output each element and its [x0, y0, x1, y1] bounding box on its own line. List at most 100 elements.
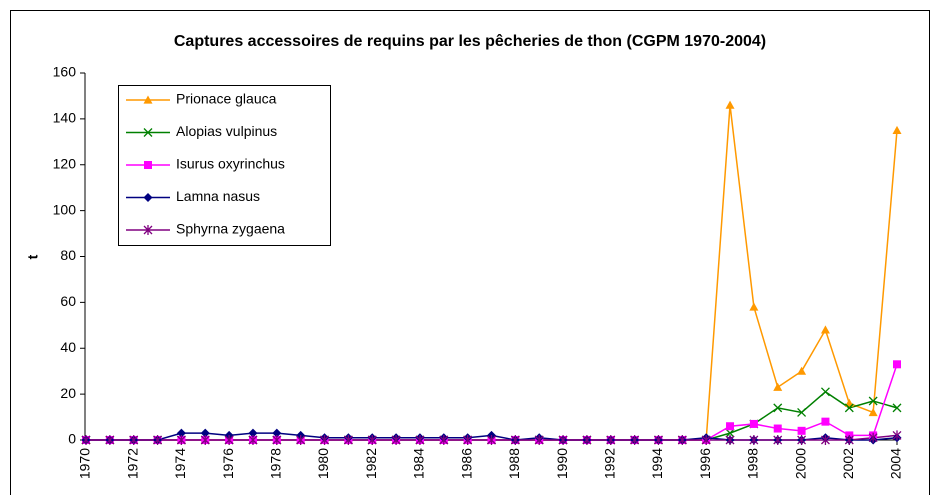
x-tick-label: 1998: [745, 448, 761, 479]
chart-frame: [10, 10, 930, 495]
marker: [153, 435, 163, 445]
x-tick-label: 2000: [792, 448, 808, 479]
marker: [726, 422, 735, 431]
marker: [868, 432, 878, 443]
marker: [868, 396, 878, 406]
marker: [749, 302, 759, 311]
marker: [439, 435, 449, 445]
marker: [820, 387, 830, 397]
y-tick-label: 120: [53, 155, 77, 171]
marker: [797, 426, 806, 435]
marker: [677, 435, 687, 445]
x-tick-label: 1972: [124, 448, 140, 479]
marker: [582, 435, 592, 445]
marker: [725, 428, 735, 438]
x-tick-label: 1974: [172, 448, 188, 479]
x-tick-label: 1986: [458, 448, 474, 479]
marker: [893, 360, 901, 369]
y-tick-label: 20: [60, 385, 76, 401]
marker: [248, 435, 258, 445]
y-tick-label: 100: [53, 201, 77, 217]
marker: [534, 435, 544, 445]
marker: [200, 435, 210, 445]
marker: [272, 435, 282, 445]
marker: [773, 403, 783, 413]
y-axis-label: t: [25, 254, 41, 259]
legend-label: Lamna nasus: [176, 188, 260, 204]
marker: [868, 407, 878, 417]
marker: [176, 428, 186, 438]
marker: [844, 403, 854, 413]
marker: [821, 417, 830, 426]
legend-label: Prionace glauca: [176, 91, 277, 107]
marker: [725, 435, 735, 445]
y-tick-label: 40: [60, 339, 76, 355]
legend-label: Sphyrna zygaena: [176, 221, 285, 237]
marker: [701, 435, 711, 445]
legend-label: Isurus oxyrinchus: [176, 156, 285, 172]
marker: [797, 366, 807, 375]
legend-marker: [143, 225, 153, 235]
marker: [200, 428, 210, 438]
legend-marker: [143, 128, 153, 137]
marker: [749, 419, 758, 428]
x-tick-label: 1982: [363, 448, 379, 479]
marker: [892, 403, 902, 413]
marker: [630, 435, 640, 445]
x-tick-label: 2004: [888, 448, 904, 479]
x-tick-label: 1984: [411, 448, 427, 479]
marker: [558, 435, 568, 445]
marker: [343, 435, 353, 445]
x-tick-label: 1976: [220, 448, 236, 479]
marker: [820, 435, 830, 445]
marker: [797, 435, 807, 445]
marker: [892, 430, 902, 441]
x-tick-label: 1980: [315, 448, 331, 479]
marker: [820, 325, 830, 334]
marker: [248, 428, 258, 438]
marker: [296, 435, 306, 445]
y-tick-label: 80: [60, 247, 76, 263]
marker: [725, 100, 735, 109]
marker: [749, 435, 759, 445]
x-tick-label: 1988: [506, 448, 522, 479]
x-tick-label: 1994: [649, 448, 665, 479]
y-tick-label: 160: [53, 64, 77, 80]
marker: [773, 424, 782, 433]
legend-marker: [144, 161, 152, 169]
marker: [844, 435, 854, 445]
marker: [487, 435, 496, 445]
x-tick-label: 1992: [601, 448, 617, 479]
marker: [176, 435, 186, 445]
marker: [129, 435, 139, 445]
marker: [463, 435, 473, 445]
x-tick-label: 1970: [77, 448, 93, 479]
y-tick-label: 0: [68, 431, 76, 447]
x-tick-label: 2002: [840, 448, 856, 479]
y-tick-label: 60: [60, 293, 76, 309]
marker: [320, 435, 329, 445]
marker: [224, 435, 234, 445]
marker: [367, 435, 377, 445]
marker: [773, 435, 783, 445]
legend-marker: [143, 95, 153, 104]
marker: [606, 435, 616, 445]
marker: [654, 435, 663, 445]
marker: [892, 125, 902, 134]
marker: [391, 435, 401, 445]
x-tick-label: 1978: [268, 448, 284, 479]
marker: [510, 435, 520, 445]
marker: [105, 435, 115, 445]
legend-marker: [143, 193, 153, 202]
legend-label: Alopias vulpinus: [176, 123, 277, 139]
marker: [773, 382, 783, 391]
marker: [81, 435, 91, 445]
y-tick-label: 140: [53, 110, 77, 126]
x-tick-label: 1990: [554, 448, 570, 479]
marker: [797, 408, 807, 417]
marker: [415, 435, 425, 445]
x-tick-label: 1996: [697, 448, 713, 479]
chart-title: Captures accessoires de requins par les …: [174, 33, 766, 50]
marker: [272, 428, 282, 438]
